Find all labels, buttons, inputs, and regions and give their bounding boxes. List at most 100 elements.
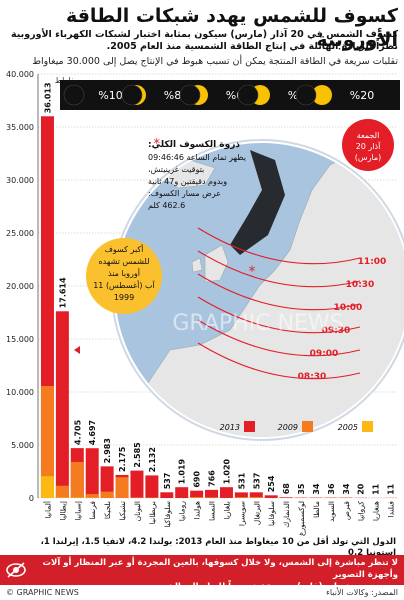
subtitle-line-2: نظراً للزيادة الهائلة في إنتاج الطاقة ال… xyxy=(106,41,398,52)
phase-percent-label: %20 xyxy=(350,89,374,102)
asterisk-icon: * xyxy=(154,137,161,152)
bar-2013 xyxy=(160,492,174,498)
isochrone-time-label: 09:00 xyxy=(310,349,339,359)
isochrone-lines: 11:00 10:30 10:00 09:30 09:00 08:30 xyxy=(197,227,387,382)
y-tick-label: 20.000 xyxy=(6,282,34,291)
bar-value-label: 4.697 xyxy=(88,420,97,445)
country-label: سويسرا xyxy=(237,501,246,526)
isochrone-line xyxy=(197,250,361,288)
continent-shape xyxy=(119,143,404,437)
bar-2009 xyxy=(40,386,54,498)
bar-value-label: 4.705 xyxy=(73,419,82,445)
moon-icon xyxy=(237,84,259,106)
country-label: بريطانيا xyxy=(148,501,157,524)
largest-line-1: أكبر كسوف xyxy=(105,244,144,254)
bar-value-label: 2.585 xyxy=(133,442,142,468)
peak-annotation: * ذروة الكسوف الكلي: يظهر تمام الساعة 09… xyxy=(148,137,246,210)
bar-value-label: 2.983 xyxy=(103,438,112,463)
bar-2013 xyxy=(279,497,293,498)
isochrone-line xyxy=(197,273,361,311)
country-label: إيطاليا xyxy=(58,501,67,520)
bar-2009 xyxy=(205,497,219,498)
bar-2005 xyxy=(190,497,204,498)
country-label: تشيكيا xyxy=(118,501,127,521)
bar-2013 xyxy=(234,492,248,498)
y-tick-label: 0 xyxy=(29,494,34,503)
isochrone-line xyxy=(197,319,361,357)
country-label: سلوفانيا xyxy=(267,501,276,526)
bar-2013 xyxy=(249,492,263,498)
footnote: الدول التي تولد أقل من 10 ميغاواط منذ ال… xyxy=(40,537,396,558)
bar-value-label: 36.013 xyxy=(43,82,52,113)
eclipse-phase-strip: %100%80%60%40%20 xyxy=(60,80,400,110)
largest-line-2: للشمس تشهده xyxy=(98,257,149,266)
page-title: كسوف للشمس يهدد شبكات الطاقة الأوروبية xyxy=(65,5,398,51)
country-label: البرتغال xyxy=(252,501,261,525)
subtitle-line-3: تقلبات سريعة في الطاقة المنتجة يمكن أن ت… xyxy=(32,56,398,67)
bar-2009 xyxy=(130,497,144,498)
peak-line-5: 462.6 كلم xyxy=(148,201,185,210)
bar-value-label: 766 xyxy=(208,470,217,487)
bar-value-label: 68 xyxy=(282,483,291,495)
legend-swatch xyxy=(302,421,313,432)
bar-2005 xyxy=(70,497,84,498)
pointer-marker xyxy=(74,346,80,354)
bar-value-label: 11 xyxy=(387,483,396,495)
isochrone-line xyxy=(197,296,361,334)
country-label: النمسا xyxy=(208,501,217,521)
bar-2013 xyxy=(85,448,99,498)
country-label: فنلندا xyxy=(387,501,396,518)
peak-line-2: بتوقيت غرينيتش، xyxy=(148,165,204,174)
bar-value-label: 36 xyxy=(327,483,336,495)
peak-location-icon: * xyxy=(249,264,256,280)
chart-legend: 2013 2009 2005 xyxy=(220,421,373,432)
isochrone-time-label: 08:30 xyxy=(298,372,327,382)
bar-value-label: 1.019 xyxy=(178,458,187,484)
country-label: إسبانيا xyxy=(73,501,82,521)
bar-2005 xyxy=(55,497,69,498)
island-britain xyxy=(204,244,229,283)
warning-banner: لا تنظر مباشرة إلى الشمس، ولا خلال كسوفه… xyxy=(0,555,404,592)
bar-2013 xyxy=(264,495,278,498)
sun-icon xyxy=(312,85,332,105)
friday-label-3: (مارس) xyxy=(355,153,382,162)
subtitle-line-1: كسوف الشمس في 20 آذار (مارس) سيكون بمثاب… xyxy=(11,29,398,40)
europe-map: 11:00 10:30 10:00 09:30 09:00 08:30 xyxy=(111,139,404,441)
y-tick-label: 15.000 xyxy=(6,335,34,344)
country-labels: ألمانيا إيطاليا إسبانيا فرنسا بلجيكا تشيكيا ال… xyxy=(42,501,395,536)
isochrone-time-label: 10:30 xyxy=(346,280,375,290)
isochrone-line xyxy=(197,227,361,265)
bar-2013 xyxy=(130,470,144,498)
legend-label: 2009 xyxy=(278,423,298,432)
y-tick-labels: 0 5.000 10.000 15.000 20.000 25.000 30.000 35.0… xyxy=(6,70,34,503)
bar-value-label: 35 xyxy=(297,483,306,495)
legend-swatch xyxy=(244,421,255,432)
country-label: لوكسمبورغ xyxy=(297,501,306,536)
bar-2009 xyxy=(85,494,99,498)
peak-line-3: وبدوم دقيقتين و47 ثانية xyxy=(148,177,227,186)
bar-2009 xyxy=(115,477,129,498)
country-label: هنغاريا xyxy=(372,501,381,521)
country-label: رومانيا xyxy=(178,501,187,522)
moon-icon xyxy=(121,84,143,106)
isochrone-time-label: 11:00 xyxy=(358,257,387,267)
peak-line-4: عرض مسار الكسوف: xyxy=(148,189,221,198)
bar-value-label: 20 xyxy=(357,483,366,495)
moon-icon xyxy=(179,84,201,106)
country-label: قبرص xyxy=(342,501,351,520)
bar-2013 xyxy=(175,487,189,498)
bar-series xyxy=(40,116,398,498)
country-label: ألمانيا xyxy=(42,501,52,519)
bar-2009 xyxy=(249,496,263,498)
largest-eclipse-callout: أكبر كسوف للشمس تشهده أوروبا منذ 11 آب (… xyxy=(86,238,162,314)
friday-callout: الجمعة 20 آذار (مارس) xyxy=(342,119,394,171)
bar-2013 xyxy=(219,487,233,498)
bar-value-label: 1.020 xyxy=(222,458,231,484)
phase-percent-label: %100 xyxy=(98,89,129,102)
bar-value-label: 537 xyxy=(252,473,261,490)
bar-value-labels: 36.013 17.614 4.705 4.697 2.983 2.175 2.585 2.1… xyxy=(43,82,395,494)
largest-line-3: أوروبا منذ xyxy=(108,268,140,278)
credit-label: © GRAPHIC NEWS xyxy=(6,588,79,597)
warning-line-2: من دون مرشحات (فلتر) مصنوعة خصيصاً للنظر… xyxy=(148,582,398,592)
